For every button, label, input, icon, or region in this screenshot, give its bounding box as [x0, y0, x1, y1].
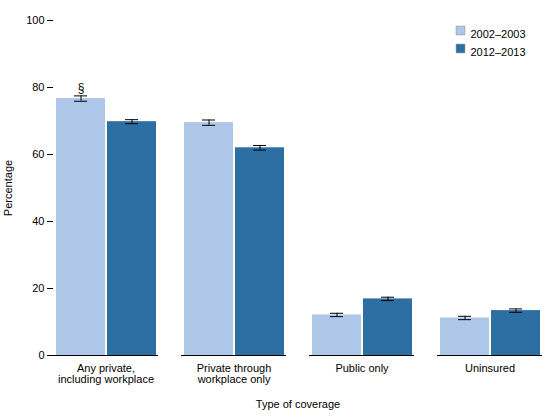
svg-text:40: 40 — [32, 215, 44, 227]
svg-text:Percentage: Percentage — [2, 160, 14, 216]
svg-text:100: 100 — [26, 14, 44, 26]
svg-text:Any private,including workplac: Any private,including workplace — [58, 362, 154, 385]
svg-text:20: 20 — [32, 282, 44, 294]
svg-text:60: 60 — [32, 148, 44, 160]
svg-text:2002–2003: 2002–2003 — [471, 28, 526, 40]
svg-text:2012–2013: 2012–2013 — [471, 46, 526, 58]
svg-text:Type of coverage: Type of coverage — [256, 398, 340, 410]
svg-text:80: 80 — [32, 81, 44, 93]
svg-text:§: § — [78, 81, 85, 95]
svg-text:Uninsured: Uninsured — [465, 362, 515, 374]
svg-text:0: 0 — [38, 349, 44, 361]
svg-text:Public only: Public only — [335, 362, 389, 374]
svg-text:Private throughworkplace only: Private throughworkplace only — [197, 362, 272, 385]
